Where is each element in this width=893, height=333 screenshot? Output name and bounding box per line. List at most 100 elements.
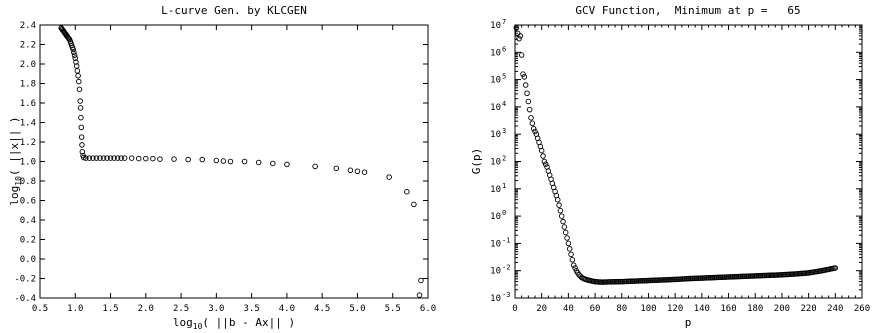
lcurve-x-tick-label: 1.5 <box>102 304 118 314</box>
lcurve-point <box>74 68 81 74</box>
gcv-x-tick-label: 120 <box>667 304 683 314</box>
lcurve-point <box>86 155 93 161</box>
lcurve-y-tick-label: 1.8 <box>20 80 36 90</box>
lcurve-point <box>255 159 262 166</box>
gcv-x-tick-label: 180 <box>747 304 763 314</box>
lcurve-point <box>76 86 83 93</box>
lcurve-point <box>114 155 121 161</box>
lcurve-point <box>78 134 85 140</box>
gcv-point <box>560 218 566 225</box>
lcurve-point <box>411 201 417 208</box>
gcv-x-tick-label: 200 <box>774 304 790 314</box>
lcurve-plot-frame <box>39 24 429 299</box>
gcv-y-tick-exponent: -3 <box>502 291 510 299</box>
lcurve-point <box>73 59 79 65</box>
gcv-point <box>541 158 548 165</box>
gcv-title: GCV Function, Minimum at p = 65 <box>575 4 800 17</box>
gcv-y-tick-exponent: -2 <box>502 264 510 272</box>
gcv-y-tick-label: 10 <box>490 103 501 113</box>
gcv-x-tick-label: 0 <box>512 304 517 314</box>
gcv-point <box>525 98 532 105</box>
lcurve-y-tick-label: 2.4 <box>20 21 36 31</box>
gcv-y-tick-label: 10 <box>490 267 501 277</box>
gcv-y-tick-exponent: 3 <box>502 127 506 135</box>
lcurve-x-tick-label: 3.0 <box>208 304 224 314</box>
lcurve-x-tick-label: 2.5 <box>173 304 189 314</box>
gcv-y-tick-exponent: -1 <box>502 236 510 244</box>
lcurve-point <box>171 156 177 162</box>
lcurve-point <box>90 155 96 161</box>
lcurve-point <box>78 114 84 121</box>
gcv-point <box>570 262 577 268</box>
gcv-plot-frame <box>514 24 863 299</box>
lcurve-point <box>361 169 368 175</box>
gcv-y-tick-label: 10 <box>490 48 501 58</box>
lcurve-point <box>83 155 89 161</box>
lcurve-x-tick-label: 4.0 <box>279 304 295 314</box>
gcv-y-tick-exponent: 7 <box>502 18 506 26</box>
lcurve-point <box>107 155 114 161</box>
gcv-point <box>569 257 576 263</box>
gcv-y-tick-exponent: 4 <box>502 100 506 108</box>
lcurve-x-tick-label: 0.5 <box>32 304 48 314</box>
lcurve-point <box>150 155 156 162</box>
lcurve-y-tick-label: -0.4 <box>14 294 36 304</box>
lcurve-point <box>118 155 124 161</box>
lcurve-point <box>143 155 149 162</box>
lcurve-x-tick-label: 2.0 <box>138 304 154 314</box>
lcurve-x-tick-label: 3.5 <box>244 304 260 314</box>
gcv-point <box>832 265 839 271</box>
gcv-point <box>572 265 578 271</box>
gcv-x-tick-label: 220 <box>800 304 816 314</box>
lcurve-point <box>104 155 110 161</box>
gcv-point <box>516 35 522 42</box>
lcurve-point <box>71 52 78 58</box>
lcurve-x-ticks: 0.5 1.0 1.5 2.0 2.5 3.0 3.5 4.0 4.5 5.0 5.5 6.0 <box>32 25 436 314</box>
lcurve-y-tick-label: 1.6 <box>20 99 36 109</box>
gcv-point <box>568 251 574 258</box>
lcurve-y-ticks: -0.4 -0.2 0.0 0.2 0.4 0.6 0.8 1.0 1.2 1.4 1.6 1.8 2.… <box>14 21 428 304</box>
gcv-x-tick-label: 140 <box>694 304 710 314</box>
gcv-y-tick-label: 10 <box>490 76 501 86</box>
gcv-y-tick-label: 10 <box>490 294 501 304</box>
gcv-y-tick-exponent: 1 <box>502 182 506 190</box>
lcurve-x-tick-label: 4.5 <box>314 304 330 314</box>
lcurve-point <box>77 105 84 111</box>
lcurve-y-tick-label: 0.8 <box>20 177 36 187</box>
lcurve-x-tick-label: 1.0 <box>67 304 83 314</box>
lcurve-point <box>312 163 318 170</box>
gcv-point <box>520 71 526 77</box>
gcv-point <box>524 90 530 96</box>
gcv-point <box>565 240 572 247</box>
lcurve-point <box>111 155 117 161</box>
gcv-point <box>542 161 549 167</box>
lcurve-point <box>71 49 77 56</box>
gcv-point <box>540 153 546 159</box>
lcurve-point <box>347 167 354 174</box>
lcurve-point <box>121 155 128 161</box>
lcurve-point <box>354 168 361 174</box>
lcurve-point <box>93 155 100 161</box>
lcurve-y-axis-label: log10( ||x|| ) <box>8 116 23 205</box>
lcurve-point <box>241 158 248 165</box>
lcurve-point <box>72 55 79 61</box>
lcurve-point <box>404 188 410 195</box>
gcv-x-tick-label: 20 <box>536 304 547 314</box>
gcv-x-tick-label: 40 <box>563 304 574 314</box>
gcv-point <box>566 246 573 252</box>
lcurve-x-tick-label: 5.5 <box>385 304 401 314</box>
lcurve-point <box>100 155 107 161</box>
lcurve-point <box>199 156 206 163</box>
lcurve-y-tick-label: 2.0 <box>20 60 36 70</box>
gcv-y-tick-label: 10 <box>490 21 501 31</box>
lcurve-y-tick-label: 1.2 <box>20 138 36 148</box>
lcurve-x-axis-label: log10( ||b - Ax|| ) <box>173 316 295 331</box>
lcurve-points <box>58 25 424 298</box>
gcv-point <box>554 196 561 203</box>
lcurve-point <box>270 160 276 167</box>
lcurve-point <box>79 148 86 155</box>
gcv-points <box>513 24 839 285</box>
gcv-y-tick-label: 10 <box>490 158 501 168</box>
gcv-y-tick-label: 10 <box>490 212 501 222</box>
gcv-point <box>564 235 570 241</box>
